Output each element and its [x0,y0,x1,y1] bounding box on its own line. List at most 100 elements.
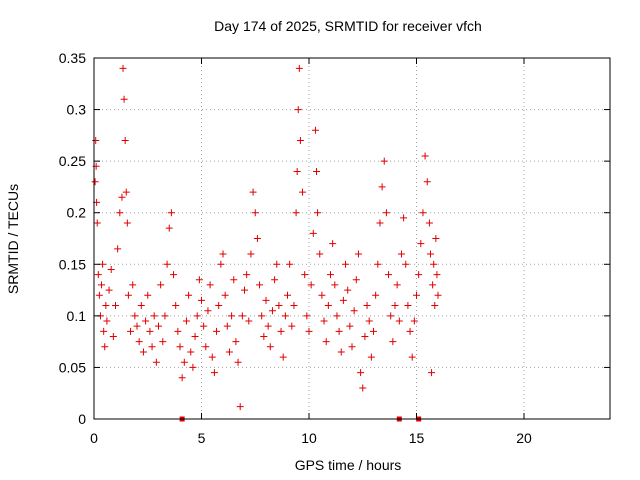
data-point [402,260,410,268]
data-point [253,235,261,242]
data-point [410,317,418,325]
data-point [404,302,412,310]
y-axis-label: SRMTID / TECUs [5,184,21,294]
data-point [281,312,289,320]
data-point [256,281,264,289]
data-point [372,291,380,299]
data-point [378,183,386,191]
data-point [352,276,360,284]
x-axis-label: GPS time / hours [295,457,402,473]
data-point [142,317,150,325]
data-point [430,260,438,268]
data-point [279,353,287,361]
data-point [359,384,367,392]
data-point [198,296,205,304]
data-point [264,322,272,330]
data-point [299,188,307,196]
data-point [180,358,188,366]
data-point [118,193,126,201]
data-point [215,302,223,310]
data-point [433,271,441,279]
data-point [200,322,208,330]
data-point [219,250,227,258]
data-point [350,307,358,315]
data-point [431,302,439,310]
data-point [307,281,315,289]
data-point [167,209,175,217]
data-point [191,332,199,340]
data-point [139,348,147,356]
data-point [397,250,405,258]
data-points [91,64,442,422]
data-point [187,348,195,356]
data-point [363,302,371,310]
data-point [309,229,317,237]
data-point [365,317,373,325]
data-point [99,260,107,268]
data-point [120,95,128,103]
data-point [361,332,369,340]
data-point [102,302,110,310]
data-point [189,363,197,371]
data-point [148,343,156,351]
data-point [225,348,233,356]
grid [94,58,610,419]
data-point [324,302,332,310]
data-point [208,353,216,361]
data-point [133,322,141,330]
data-point [210,369,218,377]
data-point [176,343,184,351]
data-point [170,271,178,279]
data-point [137,302,145,310]
data-point [322,338,330,346]
data-point [129,281,137,289]
y-tick-label: 0.1 [67,308,87,324]
x-tick-label: 5 [198,430,206,446]
data-point [374,260,382,268]
data-point [217,260,225,268]
y-tick-label: 0.15 [59,256,86,272]
data-point [146,327,154,335]
data-point [311,126,319,134]
data-point [234,358,242,366]
data-point [236,403,244,411]
data-point [163,260,171,268]
data-point [98,281,106,289]
x-tick-label: 15 [409,430,425,446]
data-point [288,322,296,330]
data-point [271,276,279,284]
plot-frame [93,57,611,420]
data-point [221,291,229,299]
data-point [174,327,182,335]
data-point [406,327,414,335]
y-tick-labels: 0 0.05 0.1 0.15 0.2 0.25 0.3 0.35 [59,50,86,427]
data-point [92,137,100,145]
data-point [238,312,246,320]
data-point [313,167,321,175]
data-point [367,353,375,361]
data-point [335,327,343,335]
data-point [178,374,186,382]
data-point [241,286,248,294]
data-point [413,291,420,299]
data-point [408,353,416,361]
data-point [112,302,119,310]
data-point [232,338,240,346]
data-point [327,271,334,279]
data-point [316,250,324,258]
y-tick-label: 0.25 [59,153,86,169]
data-point [284,291,291,299]
y-tick-label: 0 [78,411,86,427]
data-point [346,322,354,330]
data-point [423,178,431,186]
data-point [93,219,101,227]
data-point [417,240,425,248]
data-point [434,291,442,299]
y-tick-label: 0.2 [67,205,87,221]
data-point [243,271,251,279]
data-point [155,322,162,330]
data-point [342,260,350,268]
data-point [393,281,401,289]
data-point [150,312,158,320]
data-point [185,291,193,299]
